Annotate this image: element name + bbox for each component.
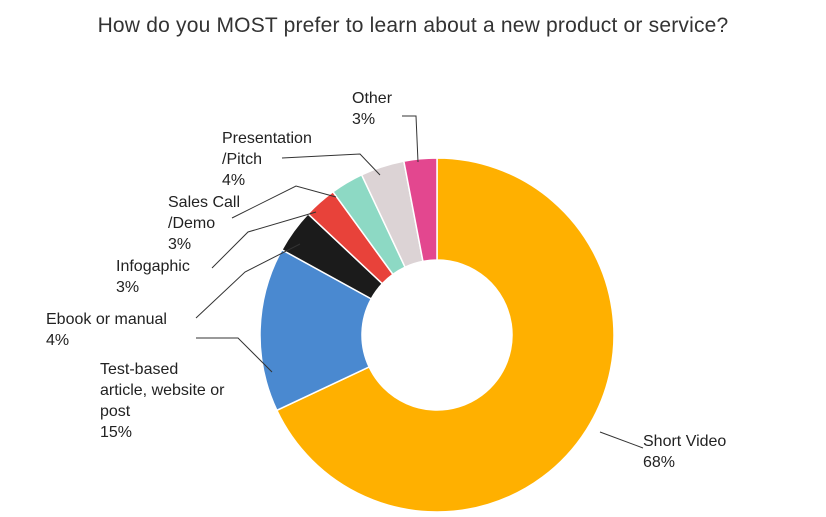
slice-ebook-or-manual-label: Ebook or manual 4%: [46, 311, 167, 349]
slice-test-based-article-website-or-post-label: Test-based article, website or post 15%: [100, 361, 225, 441]
slice-other: [402, 157, 438, 263]
slice-presentation-pitch-leader-line: [281, 153, 381, 176]
slice-test-based-article-website-or-post-leader-line: [196, 337, 273, 373]
chart-title: How do you MOST prefer to learn about a …: [97, 14, 729, 37]
slice-presentation-pitch-label: Presentation/Pitch 4%: [222, 130, 312, 189]
slice-other-leader-line: [402, 115, 419, 163]
slice-sales-call-demo-label: Sales Call/Demo 3%: [168, 194, 240, 253]
slice-short-video: [275, 157, 615, 513]
slice-other-label: Other 3%: [352, 90, 393, 128]
slice-short-video-label: Short Video 68%: [643, 433, 726, 471]
slice-infogaphic-leader-line: [211, 211, 317, 269]
slice-ebook-or-manual-leader-line: [195, 243, 301, 319]
slice-short-video-leader-line: [599, 431, 644, 449]
slice-sales-call-demo-leader-line: [231, 185, 337, 219]
slice-test-based-article-website-or-post: [259, 248, 373, 412]
slice-infogaphic-label: Infogaphic 3%: [116, 258, 190, 296]
